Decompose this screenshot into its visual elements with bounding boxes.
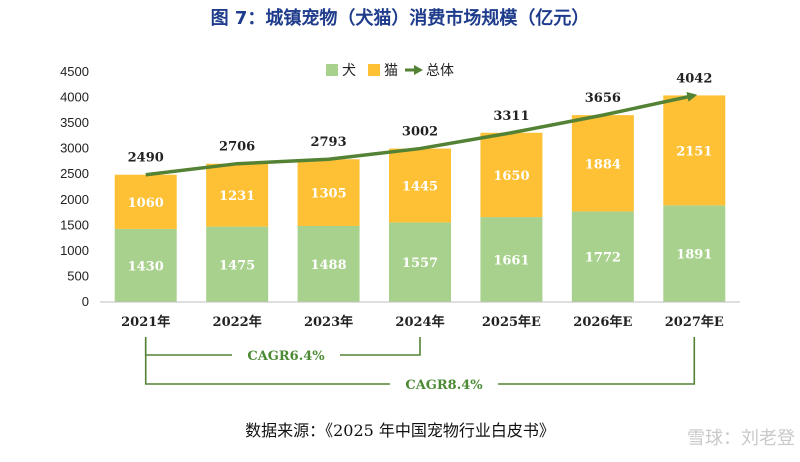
x-tick-label: 2025年E: [482, 314, 541, 330]
dog-value-label: 1475: [219, 258, 255, 273]
bar-cat: [480, 132, 543, 218]
x-tick-label: 2027年E: [665, 314, 724, 330]
x-axis: 2021年 2022年 2023年 2024年 2025年E 2026年E 2027年E: [100, 301, 740, 330]
legend-total-label: 总体: [426, 63, 454, 79]
total-value-label: 3656: [585, 91, 621, 106]
y-tick-label: 2500: [60, 166, 89, 181]
legend-dog-swatch: [326, 64, 338, 76]
bar-cat: [206, 163, 269, 227]
bar-cat: [389, 148, 451, 223]
bar-dog: [389, 222, 451, 302]
cat-value-label: 1650: [493, 169, 529, 184]
cat-value-label: 1445: [402, 179, 438, 194]
cat-value-label: 1305: [310, 187, 346, 202]
bar-dog: [297, 225, 360, 302]
legend-cat-swatch: [368, 64, 380, 76]
cat-value-label: 1884: [585, 157, 621, 172]
dog-value-label: 1488: [310, 258, 346, 273]
bar-cat: [297, 159, 360, 226]
x-tick-label: 2021年: [121, 314, 170, 330]
total-line-path: [145, 91, 698, 177]
bar-cat: [114, 174, 177, 229]
cagr-2021-2027-bracket: [144, 337, 696, 385]
x-tick-label: 2024年: [395, 314, 444, 330]
bar-dog: [114, 228, 177, 302]
total-value-label: 3002: [402, 125, 438, 140]
y-tick-label: 0: [82, 294, 89, 309]
total-value-label: 2490: [128, 151, 164, 166]
bar-dog: [206, 226, 269, 302]
chart-title: 图 7：城镇宠物（犬猫）消费市场规模（亿元）: [211, 7, 590, 29]
cat-value-label: 1060: [128, 196, 164, 211]
y-tick-label: 3000: [60, 141, 89, 156]
y-tick-label: 3500: [60, 115, 89, 130]
dog-value-label: 1430: [128, 259, 164, 274]
watermark: 雪球：刘老登: [687, 428, 795, 449]
bar-dog: [571, 211, 634, 302]
legend-cat-label: 猫: [384, 63, 398, 79]
cagr-annotations: CAGR6.4% CAGR8.4%: [144, 337, 696, 393]
y-tick-label: 1000: [60, 243, 89, 258]
bar-dog: [663, 205, 726, 302]
x-tick-label: 2023年: [304, 314, 353, 330]
legend: 犬 猫 总体: [326, 63, 454, 79]
y-tick-label: 1500: [60, 217, 89, 232]
y-axis: 0 500 1000 1500 2000 2500 3000 3500 4000 4500: [60, 64, 89, 309]
total-value-label: 2793: [310, 135, 346, 150]
cat-value-label: 1231: [219, 189, 255, 204]
dog-value-label: 1661: [493, 254, 529, 269]
dog-value-label: 1772: [585, 251, 621, 266]
y-tick-label: 2000: [60, 192, 89, 207]
y-tick-label: 500: [67, 268, 89, 283]
legend-total-arrow: [414, 65, 423, 75]
dog-value-label: 1557: [402, 256, 438, 271]
source-note: 数据来源：《2025 年中国宠物行业白皮书》: [245, 421, 555, 440]
dog-value-label: 1891: [676, 248, 712, 263]
cagr-2021-2027-label: CAGR8.4%: [405, 378, 483, 393]
total-value-label: 2706: [219, 140, 255, 155]
bar-dog: [480, 217, 543, 302]
bars: 1430 1060 1475 1231 1488 1305 1557 1445 1661 1650…: [114, 95, 726, 302]
total-line: 2490 2706 2793 3002 3311 3656 4042: [128, 71, 712, 177]
bar-cat: [663, 95, 726, 206]
y-tick-label: 4500: [60, 64, 89, 79]
watermark-text: 雪球：刘老登: [687, 428, 795, 449]
cat-value-label: 2151: [676, 144, 712, 159]
bar-cat: [571, 115, 634, 212]
total-value-label: 3311: [493, 109, 529, 124]
total-value-label: 4042: [676, 71, 712, 86]
x-tick-label: 2022年: [213, 314, 262, 330]
cagr-2021-2024-label: CAGR6.4%: [247, 349, 325, 364]
y-tick-label: 4000: [60, 90, 89, 105]
x-tick-label: 2026年E: [573, 314, 632, 330]
legend-dog-label: 犬: [342, 63, 356, 79]
